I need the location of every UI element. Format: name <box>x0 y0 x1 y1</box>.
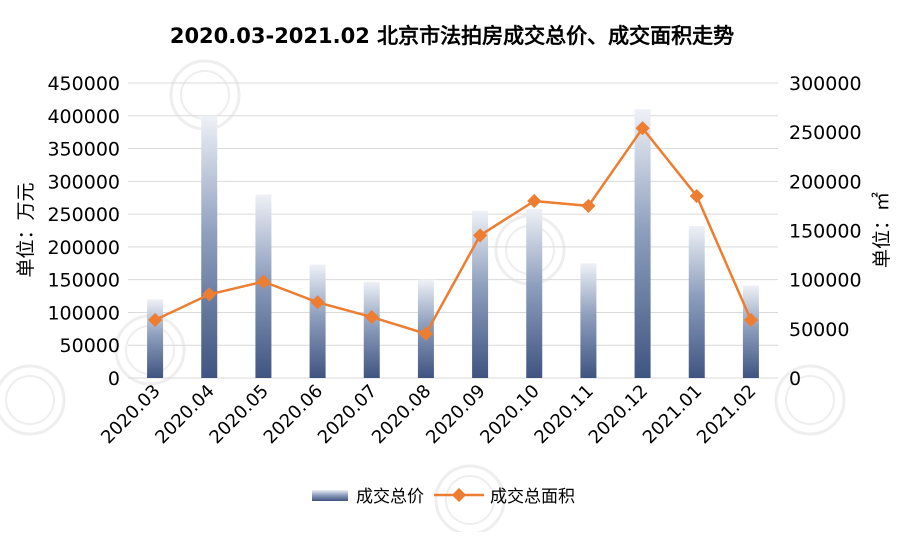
y-right-tick-label: 200000 <box>789 171 862 193</box>
line-point <box>581 198 596 213</box>
bar <box>580 263 597 378</box>
line-point <box>689 189 704 204</box>
x-tick-label: 2020.11 <box>530 381 597 448</box>
y-left-tick-label: 250000 <box>47 204 120 226</box>
line-point <box>473 228 488 243</box>
y-left-tick-label: 300000 <box>47 171 120 193</box>
line-point <box>635 121 650 136</box>
y-left-tick-label: 350000 <box>47 139 120 161</box>
legend-label-bar: 成交总价 <box>356 487 424 507</box>
x-tick-label: 2020.03 <box>97 381 164 448</box>
x-tick-label: 2020.09 <box>422 381 489 448</box>
y-right-tick-label: 300000 <box>789 73 862 95</box>
bar <box>742 285 759 378</box>
line-point <box>743 312 758 328</box>
watermark-logo <box>774 364 846 436</box>
y-axis-left-label: 单位：万元 <box>15 182 37 277</box>
legend: 成交总价 成交总面积 <box>312 487 575 507</box>
watermark-logo-ring <box>445 475 495 525</box>
line-point <box>364 309 379 325</box>
y-axis-right-ticks: 0 50000 100000 150000 200000 250000 300000 <box>789 73 862 390</box>
line-point <box>418 326 433 341</box>
line-path <box>154 126 753 336</box>
y-left-tick-label: 150000 <box>47 270 120 292</box>
x-tick-label: 2020.04 <box>151 381 218 448</box>
line-point <box>148 312 163 328</box>
watermark-logo-ring <box>785 375 835 425</box>
x-tick-label: 2020.12 <box>585 381 652 448</box>
x-tick-label: 2020.07 <box>314 381 381 448</box>
y-right-tick-label: 150000 <box>789 221 862 243</box>
bar <box>472 210 489 378</box>
x-tick-label: 2020.05 <box>205 381 272 448</box>
y-left-tick-label: 100000 <box>47 302 120 324</box>
line-point <box>527 193 542 209</box>
x-tick-label: 2020.08 <box>368 381 435 448</box>
y-left-tick-label: 50000 <box>60 335 120 357</box>
y-left-tick-label: 200000 <box>47 237 120 259</box>
y-axis-left-ticks: 0 50000 100000 150000 200000 250000 300000 3500… <box>47 73 120 390</box>
x-axis-ticks: 2020.032020.042020.052020.062020.072020.… <box>97 381 760 448</box>
y-right-tick-label: 50000 <box>789 319 849 341</box>
y-left-tick-label: 0 <box>108 368 120 390</box>
x-tick-label: 2021.02 <box>693 381 760 448</box>
line-point <box>202 287 217 302</box>
legend-swatch-marker <box>451 487 467 503</box>
line-series <box>148 121 758 341</box>
gridlines <box>128 82 778 379</box>
y-axis-right-label: 单位：㎡ <box>870 192 893 268</box>
line-point <box>256 274 271 289</box>
bar <box>526 208 543 378</box>
legend-swatch-bar <box>312 490 348 501</box>
bar <box>634 109 651 378</box>
y-left-tick-label: 400000 <box>47 106 120 128</box>
bar-series <box>147 109 759 379</box>
watermark-logo <box>0 364 66 436</box>
x-tick-label: 2020.10 <box>476 381 543 448</box>
y-right-tick-label: 250000 <box>789 122 862 144</box>
y-left-tick-label: 450000 <box>47 73 120 95</box>
bar <box>688 225 705 378</box>
bar <box>363 281 380 378</box>
watermark-logo-ring <box>180 70 230 120</box>
line-point <box>310 295 325 310</box>
chart-title: 2020.03-2021.02 北京市法拍房成交总价、成交面积走势 <box>170 24 734 48</box>
bar <box>309 264 326 378</box>
x-tick-label: 2020.06 <box>260 381 327 448</box>
bar <box>201 115 218 379</box>
watermark-logo-ring <box>5 375 55 425</box>
y-right-tick-label: 100000 <box>789 270 862 292</box>
legend-label-line: 成交总面积 <box>490 487 575 507</box>
y-right-tick-label: 0 <box>789 368 801 390</box>
bar <box>147 299 164 378</box>
x-tick-label: 2021.01 <box>639 381 706 448</box>
